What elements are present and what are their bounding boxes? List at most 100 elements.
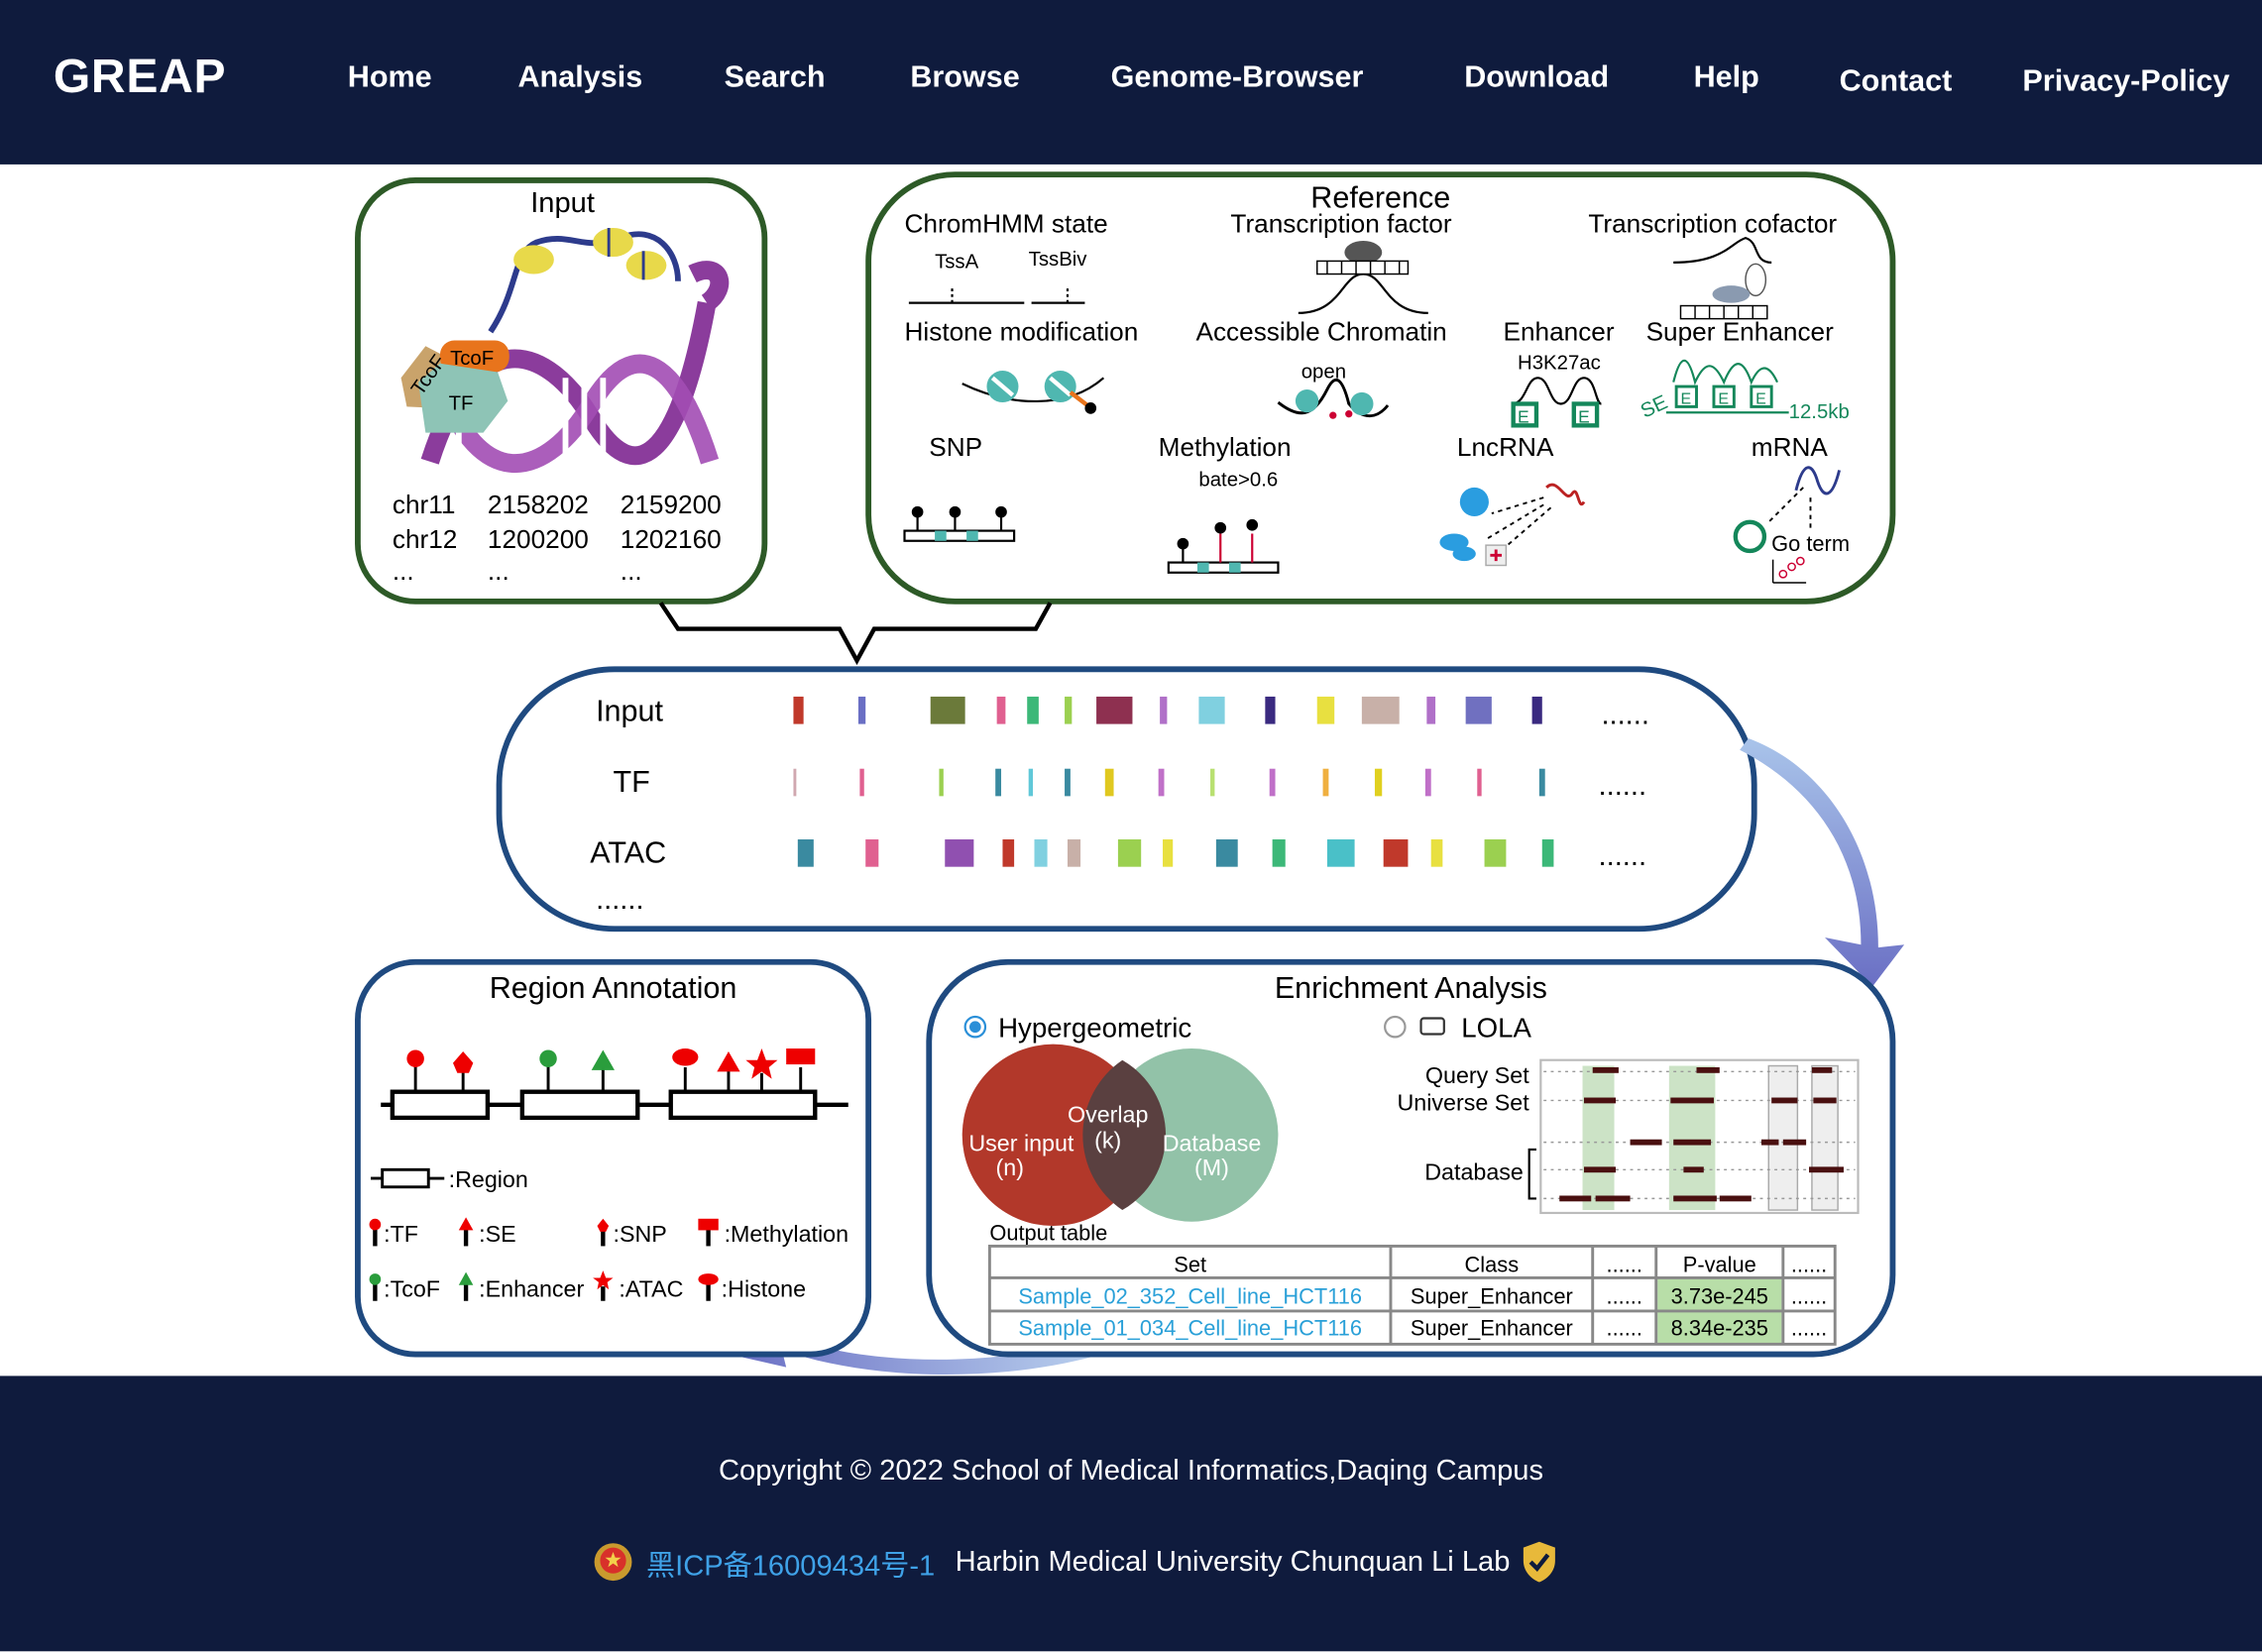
region-annotation-title: Region Annotation <box>490 971 737 1005</box>
table-header-class: Class <box>1465 1253 1520 1277</box>
legend-tf: :TF <box>384 1221 418 1247</box>
lncrna-icon <box>1439 483 1586 567</box>
region-cell: chr11 <box>393 490 456 519</box>
table-header-pvalue: P-value <box>1683 1253 1756 1277</box>
legend-histone: :Histone <box>722 1275 806 1301</box>
flow-arrow-left <box>735 1306 1097 1376</box>
enhancer-e-2: E <box>1578 406 1590 426</box>
enhancer-e-1: E <box>1518 406 1529 426</box>
lola-plot <box>1539 1058 1860 1215</box>
nav-home[interactable]: Home <box>347 60 432 94</box>
ref-mrna: mRNA <box>1752 432 1829 462</box>
table-header-ellipsis: ...... <box>1791 1253 1827 1277</box>
region-cell: chr12 <box>393 524 458 554</box>
output-table-label: Output table <box>989 1221 1107 1246</box>
table-cell-class: Super_Enhancer <box>1411 1284 1573 1309</box>
lola-database: Database <box>1424 1158 1524 1184</box>
h3k27ac-label: H3K27ac <box>1518 353 1601 375</box>
ref-histone-modification: Histone modification <box>905 316 1139 346</box>
legend-region: :Region <box>449 1166 528 1192</box>
police-badge-icon <box>594 1543 632 1582</box>
legend-tcof: :TcoF <box>384 1275 440 1301</box>
venn-overlap: Overlap <box>1068 1101 1148 1127</box>
region-cell: ... <box>621 556 642 586</box>
nav-contact[interactable]: Contact <box>1839 64 1953 98</box>
track-label-atac: ATAC <box>590 835 666 869</box>
beta-label: bate>0.6 <box>1198 469 1278 491</box>
ref-transcription-factor: Transcription factor <box>1230 208 1451 238</box>
se-length-label: 12.5kb <box>1789 401 1850 423</box>
table-cell-set-link[interactable]: Sample_02_352_Cell_line_HCT116 <box>1018 1284 1362 1309</box>
workflow-figure: Input TcoF TcoF TF <box>355 171 1905 1376</box>
track-row-atac <box>797 839 1554 867</box>
footer-info-row: 黑ICP备16009434号-1 Harbin Medical Universi… <box>592 1539 1559 1586</box>
track-label-input: Input <box>596 695 663 728</box>
table-cell-ellipsis: ...... <box>1791 1284 1827 1309</box>
tracks-panel: Input TF ATAC ...... ...... ...... .....… <box>496 666 1757 933</box>
tcof-label-2: TcoF <box>450 348 494 370</box>
nav-search[interactable]: Search <box>724 60 826 94</box>
se-e-3: E <box>1755 391 1766 408</box>
nav-genome-browser[interactable]: Genome-Browser <box>1110 60 1364 94</box>
venn-database: Database <box>1163 1130 1262 1156</box>
tf-binding-icon <box>1298 241 1428 314</box>
table-cell-set-link[interactable]: Sample_01_034_Cell_line_HCT116 <box>1018 1316 1362 1341</box>
region-cell: 1202160 <box>621 524 722 554</box>
table-header-set: Set <box>1174 1253 1206 1277</box>
ref-accessible-chromatin: Accessible Chromatin <box>1195 316 1446 346</box>
chromatin-illustration: TcoF TcoF TF <box>400 227 730 473</box>
venn-user-input: User input <box>968 1130 1074 1156</box>
reference-panel-title: Reference <box>1310 181 1450 215</box>
venn-diagram: User input (n) Overlap (k) Database (M) <box>961 1044 1279 1227</box>
brand-logo[interactable]: GREAP <box>53 49 227 103</box>
nav-browse[interactable]: Browse <box>910 60 1020 94</box>
histone-icon <box>961 371 1105 414</box>
track-ellipsis-tf: ...... <box>1599 770 1647 802</box>
region-cell: 2159200 <box>621 490 722 519</box>
ref-methylation: Methylation <box>1159 432 1292 462</box>
flow-arrow-right <box>1740 738 1905 987</box>
ref-chromhmm: ChromHMM state <box>905 208 1108 238</box>
hypergeometric-radio[interactable]: Hypergeometric <box>963 1012 1192 1043</box>
lola-radio[interactable]: LOLA <box>1384 1012 1532 1043</box>
methylation-icon: bate>0.6 <box>1167 469 1280 574</box>
go-term-label: Go term <box>1771 531 1850 556</box>
venn-m: (M) <box>1194 1155 1229 1180</box>
verified-shield-icon <box>1523 1541 1555 1583</box>
legend-se: :SE <box>479 1221 516 1247</box>
chromhmm-icon: TssA TssBiv <box>908 249 1088 304</box>
nav-analysis[interactable]: Analysis <box>517 60 643 94</box>
track-ellipsis-input: ...... <box>1601 700 1648 731</box>
ref-enhancer: Enhancer <box>1503 316 1614 346</box>
lola-query-set: Query Set <box>1425 1062 1529 1088</box>
ref-super-enhancer: Super Enhancer <box>1646 316 1835 346</box>
hypergeometric-label: Hypergeometric <box>998 1012 1191 1043</box>
legend-methylation: :Methylation <box>725 1221 848 1247</box>
region-cell: ... <box>393 556 414 586</box>
tssbiv-label: TssBiv <box>1029 249 1088 271</box>
legend-atac: :ATAC <box>619 1275 683 1301</box>
legend-snp: :SNP <box>614 1221 667 1247</box>
region-cell: ... <box>488 556 509 586</box>
ref-transcription-cofactor: Transcription cofactor <box>1588 208 1837 238</box>
table-header-ellipsis: ...... <box>1607 1253 1642 1277</box>
se-e-2: E <box>1718 391 1729 408</box>
cofactor-icon <box>1673 236 1772 320</box>
nav-privacy-policy[interactable]: Privacy-Policy <box>2022 64 2230 98</box>
mrna-icon: Go term <box>1733 466 1850 584</box>
snp-icon <box>903 505 1016 542</box>
nav-help[interactable]: Help <box>1693 60 1759 94</box>
track-more-ellipsis: ...... <box>596 884 643 916</box>
ref-lncrna: LncRNA <box>1457 432 1554 462</box>
table-cell-pvalue: 8.34e-235 <box>1671 1316 1768 1341</box>
enrichment-analysis-panel: Enrichment Analysis Hypergeometric LOLA … <box>926 958 1896 1358</box>
icp-link[interactable]: 黑ICP备16009434号-1 <box>646 1549 936 1582</box>
region-cell: 2158202 <box>488 490 589 519</box>
input-panel: Input TcoF TcoF TF <box>355 177 768 605</box>
venn-k: (k) <box>1094 1127 1121 1153</box>
nav-download[interactable]: Download <box>1464 60 1610 94</box>
legend-enhancer: :Enhancer <box>479 1275 584 1301</box>
track-row-tf <box>793 768 1545 797</box>
region-annotation-panel: Region Annotation :Region :TF <box>355 958 872 1358</box>
reference-panel: Reference ChromHMM state Transcription f… <box>865 171 1896 605</box>
